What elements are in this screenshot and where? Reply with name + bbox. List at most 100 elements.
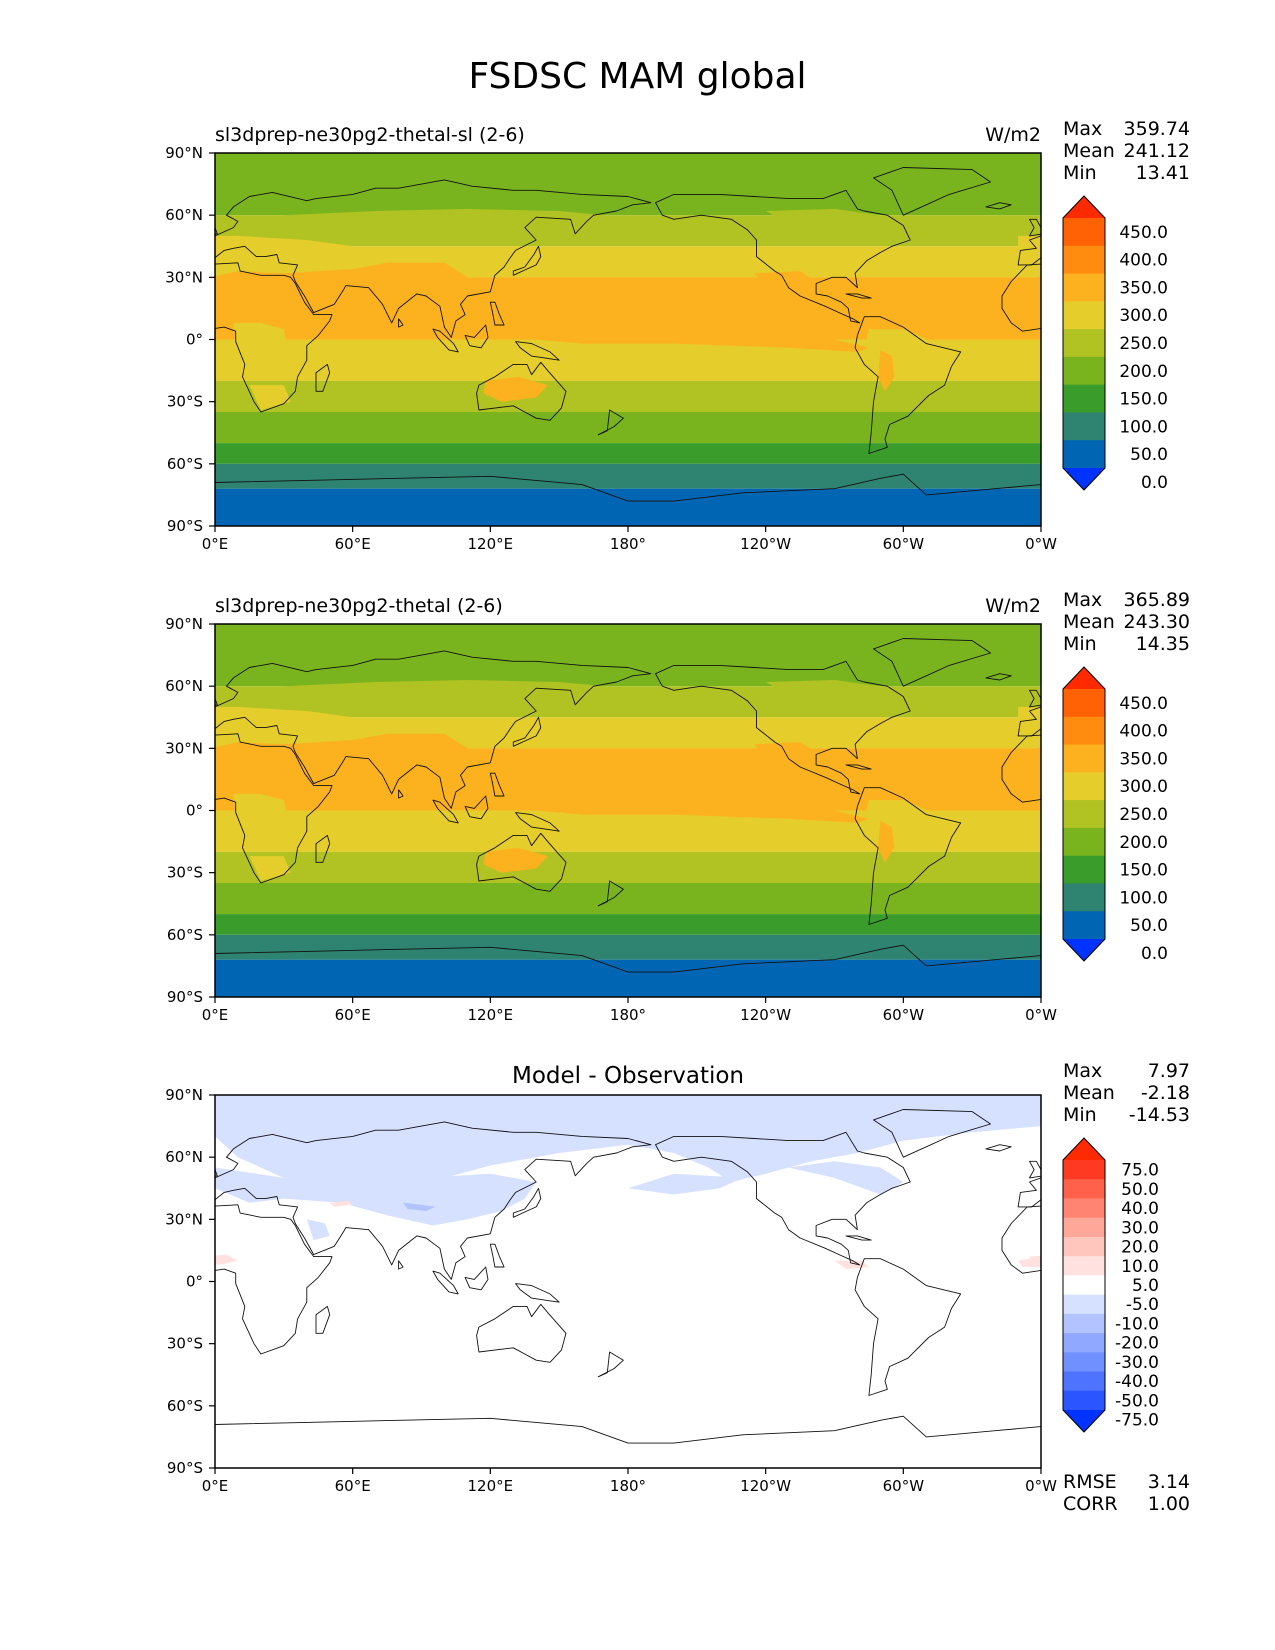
colorbar-label: 400.0 [1119, 722, 1168, 742]
colorbar-panel-1: 450.0 400.0 350.0 300.0 250.0 200.0 150.0 100.0… [1062, 195, 1168, 493]
colorbar-label: 50.0 [1121, 1180, 1159, 1200]
colorbar-segment [1063, 911, 1105, 940]
contour-n-africa-pos [1156, 1201, 1179, 1207]
coastline-australia [476, 1303, 567, 1363]
x-tick-label: 0°E [202, 535, 229, 553]
coastline-africa [215, 262, 333, 413]
contour-pacific-pos [834, 1260, 869, 1270]
contour-band [215, 380, 1041, 412]
contour-band [215, 488, 1041, 526]
coastline-antarctica [215, 1415, 1041, 1468]
contour-australia-high [483, 847, 548, 873]
stat-value: 241.12 [1124, 140, 1190, 162]
colorbar-label: 300.0 [1119, 306, 1168, 326]
colorbar-label: 450.0 [1119, 694, 1168, 714]
coastline-borneo [464, 1266, 489, 1291]
x-tick-label: 60°W [883, 535, 925, 553]
y-tick-label: 60°S [167, 1397, 203, 1415]
coastline-greenland [873, 167, 991, 216]
y-tick-label: 30°S [167, 393, 203, 411]
colorbar-label: 250.0 [1119, 334, 1168, 354]
contour-australia-high [483, 376, 548, 402]
contour-pacific-tongue [490, 806, 869, 823]
y-tick-label: 90°S [167, 988, 203, 1006]
coastline-sumatra [432, 799, 459, 824]
coastline-iceland-wrap [985, 1144, 1012, 1152]
colorbar-segment [1063, 1313, 1105, 1334]
contour-atlantic-band [903, 752, 1041, 774]
coastline-s-america [854, 787, 962, 925]
colorbar-segment [1063, 827, 1105, 857]
axes-panel-2: 0°E 60°E 120°E 180° 120°W 60°W 0°W 90°N 60°N 30°N… [165, 615, 1057, 1024]
colorbar-label: -30.0 [1115, 1353, 1159, 1373]
y-tick-label: 30°N [165, 1210, 203, 1228]
contour-sahara-high [215, 262, 468, 299]
stats-panel-1: Max 359.74 Mean 241.12 Min 13.41 [1063, 118, 1190, 184]
coastline-africa [215, 733, 333, 884]
contour-congo-low [233, 322, 289, 361]
contour-band [215, 463, 1041, 489]
coastline-sri-lanka [398, 318, 404, 328]
contour-band [215, 443, 1041, 464]
x-tick-label: 120°W [740, 1477, 791, 1495]
contour-tibet-neg2 [403, 1202, 436, 1211]
y-tick-label: 0° [186, 331, 203, 349]
panel-subtitle: sl3dprep-ne30pg2-thetal-sl (2-6) [215, 124, 525, 146]
stat-value: 359.74 [1124, 118, 1190, 140]
contour-n-america-patch [765, 680, 881, 695]
panel-units: W/m2 [985, 595, 1041, 617]
contour-arctic-band [0, 1095, 215, 1199]
stats-panel-2: Max 365.89 Mean 243.30 Min 14.35 [1063, 589, 1190, 655]
coastline-iceland-wrap [985, 673, 1012, 681]
colorbar-segment [1063, 273, 1105, 302]
contour-greenland-dark [54, 168, 164, 212]
metric-label: CORR [1063, 1493, 1118, 1515]
contour-atlantic-west-pos [1018, 1256, 1041, 1267]
coastline-uk-wrap [1029, 689, 1041, 708]
colorbar-segment [1063, 800, 1105, 829]
colorbar-segment [1063, 772, 1105, 801]
coastline-new-guinea [515, 341, 560, 361]
coastline-new-zealand [597, 1351, 624, 1378]
colorbar-extend-max [1063, 1138, 1105, 1160]
stat-value: 365.89 [1124, 589, 1190, 611]
colorbar-segment [1063, 1217, 1105, 1238]
x-tick-label: 0°W [1025, 1006, 1057, 1024]
colorbar-label: 20.0 [1121, 1238, 1159, 1258]
coastline-uk [215, 697, 218, 706]
contour-siberia-patch [1110, 680, 1275, 695]
colorbar-extend-max [1063, 667, 1105, 689]
colorbar-label: 0.0 [1141, 473, 1168, 493]
colorbar-segment [1063, 689, 1105, 718]
colorbar-label: 350.0 [1119, 749, 1168, 769]
colorbar-segment [1063, 384, 1105, 413]
coastline-philippines [489, 1243, 505, 1268]
stat-label: Max [1063, 118, 1102, 140]
panel-units: W/m2 [985, 124, 1041, 146]
coastline-sumatra [432, 328, 459, 353]
colorbar-segment [1063, 218, 1105, 247]
y-tick-label: 90°N [165, 615, 203, 633]
coastline-madagascar [315, 363, 331, 392]
coastline-cuba [845, 293, 872, 299]
colorbar-label: 100.0 [1119, 888, 1168, 908]
coastline-s-america [854, 316, 962, 454]
x-tick-label: 0°W [1025, 535, 1057, 553]
stat-value: 243.30 [1124, 611, 1190, 633]
contour-atlantic-west-pos [192, 1257, 215, 1267]
x-tick-label: 60°W [883, 1006, 925, 1024]
coastline-uk-wrap [1029, 218, 1041, 237]
stat-value: -2.18 [1141, 1082, 1190, 1104]
colorbar-label: -75.0 [1115, 1411, 1159, 1431]
contour-atlantic-pos [215, 1254, 238, 1265]
colorbar-segment [1063, 1333, 1105, 1353]
contour-band [215, 851, 1041, 883]
contour-tibet-neg2 [1229, 1203, 1261, 1211]
coastline-sumatra-wrap [1259, 1271, 1275, 1294]
contour-pacific-tongue [490, 335, 869, 352]
contour-n-america-west [754, 271, 817, 294]
contour-andes-high [52, 350, 68, 391]
contour-siberia-patch [283, 680, 606, 695]
coastline-antarctica [215, 944, 1041, 997]
y-tick-label: 30°S [167, 864, 203, 882]
